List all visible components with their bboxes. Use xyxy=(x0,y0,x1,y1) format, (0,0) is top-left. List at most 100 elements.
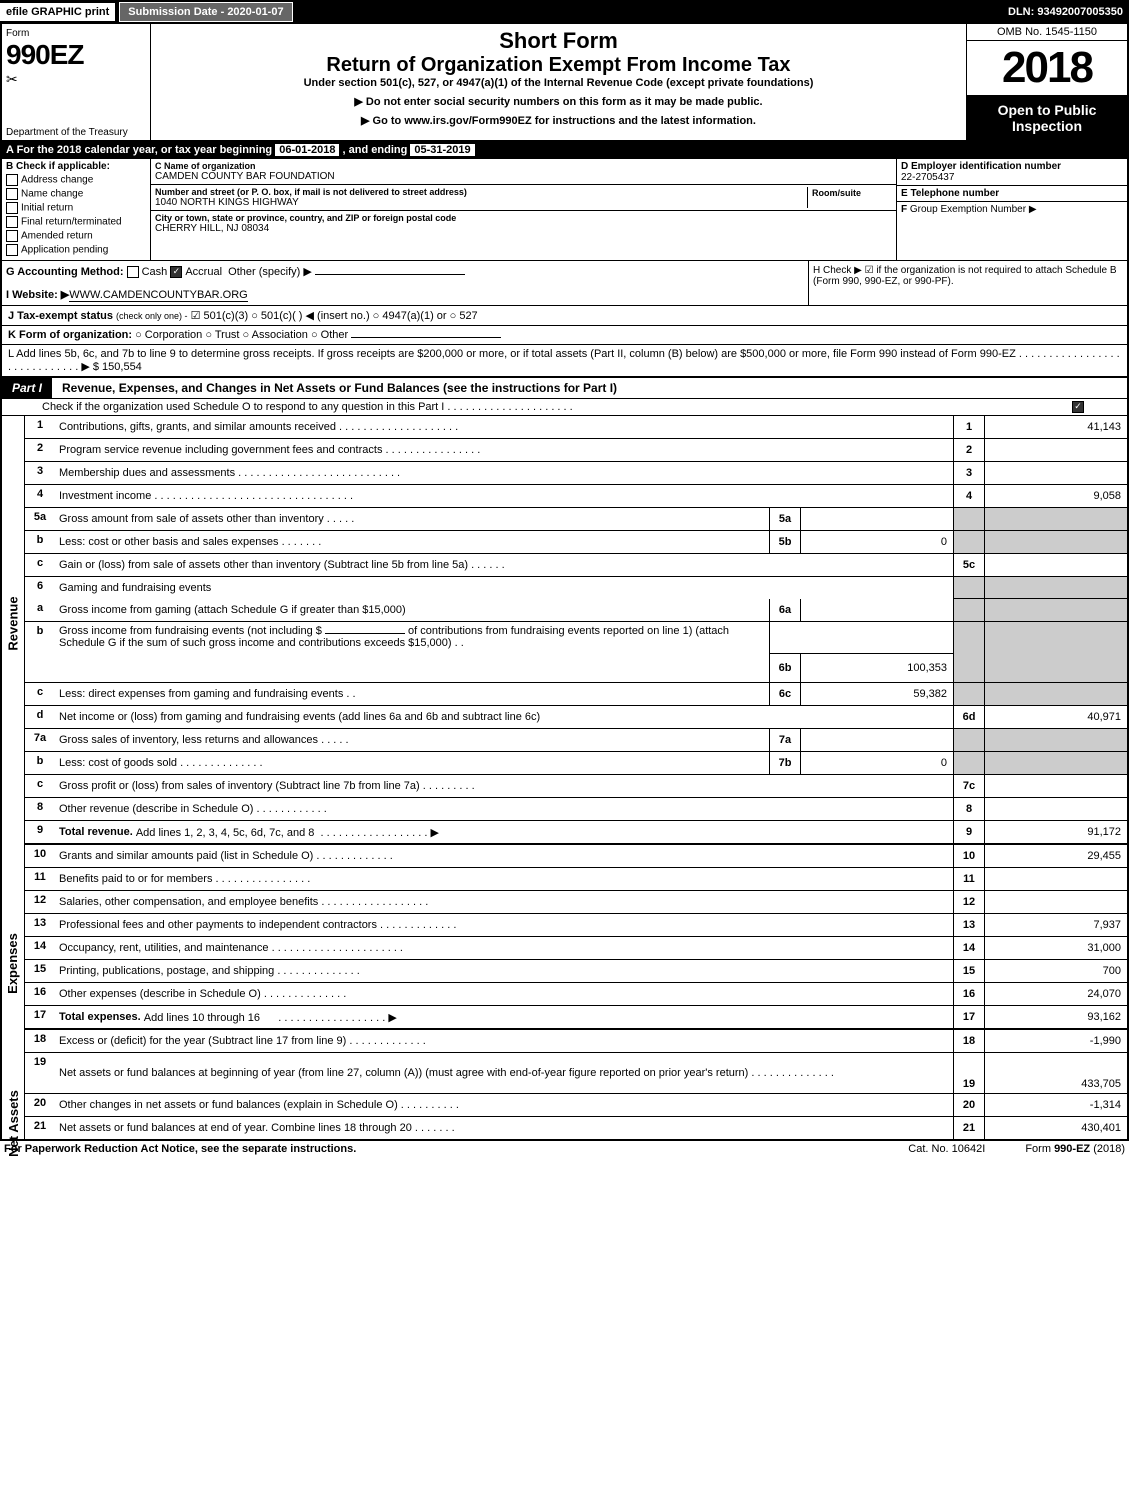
tax-year-end: 05-31-2019 xyxy=(410,144,474,156)
line-9: 9 Total revenue. Total revenue. Add line… xyxy=(25,821,1127,845)
line-2-value xyxy=(985,439,1127,461)
line-7c: c Gross profit or (loss) from sales of i… xyxy=(25,775,1127,798)
line-6c: c Less: direct expenses from gaming and … xyxy=(25,683,1127,706)
dln-number: DLN: 93492007005350 xyxy=(1008,6,1129,18)
line-8-value xyxy=(985,798,1127,820)
line-19-value: 433,705 xyxy=(985,1053,1127,1093)
check-address-change[interactable]: Address change xyxy=(6,174,146,186)
other-specify-label: Other (specify) ▶ xyxy=(228,266,312,278)
ein-value: 22-2705437 xyxy=(901,172,1123,183)
tax-exempt-sub: (check only one) - xyxy=(116,311,188,321)
return-title: Return of Organization Exempt From Incom… xyxy=(161,54,956,77)
section-a: A For the 2018 calendar year, or tax yea… xyxy=(0,142,1129,159)
line-3-value xyxy=(985,462,1127,484)
check-final-return[interactable]: Final return/terminated xyxy=(6,216,146,228)
calendar-year-line: A For the 2018 calendar year, or tax yea… xyxy=(2,142,1127,158)
line-18-value: -1,990 xyxy=(985,1030,1127,1052)
line-21-value: 430,401 xyxy=(985,1117,1127,1139)
omb-number: OMB No. 1545-1150 xyxy=(967,24,1127,41)
room-label: Room/suite xyxy=(812,188,861,198)
calendar-mid: , and ending xyxy=(339,144,410,156)
line-12: 12 Salaries, other compensation, and emp… xyxy=(25,891,1127,914)
line-19: 19 Net assets or fund balances at beginn… xyxy=(25,1053,1127,1094)
line-6b: b Gross income from fundraising events (… xyxy=(25,622,1127,683)
line-20: 20 Other changes in net assets or fund b… xyxy=(25,1094,1127,1117)
part-1-subheader: Check if the organization used Schedule … xyxy=(0,399,1129,416)
section-def: D Employer identification number 22-2705… xyxy=(896,159,1127,260)
line-21: 21 Net assets or fund balances at end of… xyxy=(25,1117,1127,1139)
tax-exempt-opts[interactable]: ☑ 501(c)(3) ○ 501(c)( ) ◀ (insert no.) ○… xyxy=(191,310,478,322)
catalog-number: Cat. No. 10642I xyxy=(868,1143,1025,1155)
line-5b-value: 0 xyxy=(801,531,953,553)
line-7c-value xyxy=(985,775,1127,797)
section-bcdef: B Check if applicable: Address change Na… xyxy=(0,159,1129,260)
line-13: 13 Professional fees and other payments … xyxy=(25,914,1127,937)
line-4: 4 Investment income . . . . . . . . . . … xyxy=(25,485,1127,508)
line-7a: 7a Gross sales of inventory, less return… xyxy=(25,729,1127,752)
line-12-value xyxy=(985,891,1127,913)
line-6: 6 Gaming and fundraising events xyxy=(25,577,1127,599)
part-1-title: Revenue, Expenses, and Changes in Net As… xyxy=(52,381,617,395)
section-c: C Name of organization CAMDEN COUNTY BAR… xyxy=(151,159,896,260)
org-name-label: C Name of organization xyxy=(155,161,892,171)
tax-exempt-label: J Tax-exempt status xyxy=(8,310,113,322)
line-5a: 5a Gross amount from sale of assets othe… xyxy=(25,508,1127,531)
accrual-checkbox[interactable] xyxy=(170,266,182,278)
phone-label: E Telephone number xyxy=(901,188,1123,199)
form-header: Form 990EZ ✂ Department of the Treasury … xyxy=(0,24,1129,142)
org-name: CAMDEN COUNTY BAR FOUNDATION xyxy=(155,171,892,182)
form-header-center: Short Form Return of Organization Exempt… xyxy=(151,24,966,140)
cash-label: Cash xyxy=(142,266,168,278)
line-13-value: 7,937 xyxy=(985,914,1127,936)
form-header-right: OMB No. 1545-1150 2018 Open to Public In… xyxy=(966,24,1127,140)
line-14: 14 Occupancy, rent, utilities, and maint… xyxy=(25,937,1127,960)
form-org-label: K Form of organization: xyxy=(8,329,132,341)
part-1-table: Revenue Expenses Net Assets 1 Contributi… xyxy=(0,416,1129,1141)
line-10-value: 29,455 xyxy=(985,845,1127,867)
paperwork-notice: For Paperwork Reduction Act Notice, see … xyxy=(4,1143,868,1155)
check-initial-return[interactable]: Initial return xyxy=(6,202,146,214)
subtitle: Under section 501(c), 527, or 4947(a)(1)… xyxy=(161,77,956,89)
city-value: CHERRY HILL, NJ 08034 xyxy=(155,223,892,234)
goto-link[interactable]: ▶ Go to www.irs.gov/Form990EZ for instru… xyxy=(161,114,956,127)
accrual-label: Accrual xyxy=(185,266,222,278)
line-16-value: 24,070 xyxy=(985,983,1127,1005)
line-1: 1 Contributions, gifts, grants, and simi… xyxy=(25,416,1127,439)
line-4-value: 9,058 xyxy=(985,485,1127,507)
tax-year-begin: 06-01-2018 xyxy=(275,144,339,156)
form-label: Form xyxy=(6,28,146,39)
efile-print-label[interactable]: efile GRAPHIC print xyxy=(0,3,115,21)
form-org-opts[interactable]: ○ Corporation ○ Trust ○ Association ○ Ot… xyxy=(135,329,348,341)
cash-checkbox[interactable] xyxy=(127,266,139,278)
line-17-value: 93,162 xyxy=(985,1006,1127,1028)
form-number: 990EZ xyxy=(6,39,146,71)
line-10: 10 Grants and similar amounts paid (list… xyxy=(25,845,1127,868)
section-b: B Check if applicable: Address change Na… xyxy=(2,159,151,260)
line-11: 11 Benefits paid to or for members . . .… xyxy=(25,868,1127,891)
website-value[interactable]: WWW.CAMDENCOUNTYBAR.ORG xyxy=(69,289,247,302)
line-14-value: 31,000 xyxy=(985,937,1127,959)
line-6c-value: 59,382 xyxy=(801,683,953,705)
part-1-label: Part I xyxy=(2,378,52,398)
short-form-title: Short Form xyxy=(161,28,956,54)
line-15-value: 700 xyxy=(985,960,1127,982)
line-6b-value: 100,353 xyxy=(801,653,953,682)
netassets-label: Net Assets xyxy=(6,1090,21,1157)
check-amended-return[interactable]: Amended return xyxy=(6,230,146,242)
line-5b: b Less: cost or other basis and sales ex… xyxy=(25,531,1127,554)
section-gh: G Accounting Method: Cash Accrual Other … xyxy=(0,260,1129,305)
gross-receipts-text: L Add lines 5b, 6c, and 7b to line 9 to … xyxy=(8,348,1120,373)
ein-label: D Employer identification number xyxy=(901,161,1123,172)
line-7b-value: 0 xyxy=(801,752,953,774)
check-name-change[interactable]: Name change xyxy=(6,188,146,200)
city-label: City or town, state or province, country… xyxy=(155,213,892,223)
form-header-left: Form 990EZ ✂ Department of the Treasury xyxy=(2,24,151,140)
section-b-heading: B Check if applicable: xyxy=(6,161,146,172)
expenses-label: Expenses xyxy=(5,933,20,994)
line-g: G Accounting Method: Cash Accrual Other … xyxy=(2,261,808,305)
schedule-b-notice: H Check ▶ ☑ if the organization is not r… xyxy=(813,265,1117,287)
schedule-o-checkbox[interactable] xyxy=(1072,401,1084,413)
line-8: 8 Other revenue (describe in Schedule O)… xyxy=(25,798,1127,821)
revenue-label: Revenue xyxy=(6,596,21,650)
check-application-pending[interactable]: Application pending xyxy=(6,244,146,256)
